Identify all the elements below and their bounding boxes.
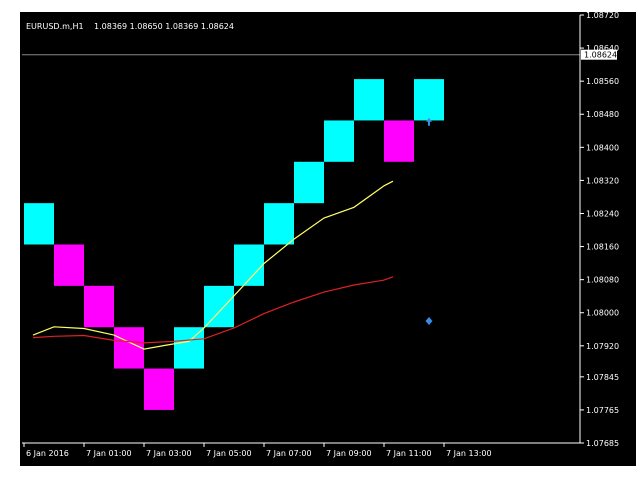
x-tick-label: 7 Jan 09:00 xyxy=(326,449,372,458)
y-tick-label: 1.08560 xyxy=(586,77,619,86)
x-tick-label: 7 Jan 03:00 xyxy=(146,449,192,458)
y-tick-label: 1.07845 xyxy=(586,373,619,382)
renko-brick-down[interactable] xyxy=(144,368,174,410)
y-tick-label: 1.08400 xyxy=(586,143,619,152)
buy-arrow-icon xyxy=(426,117,432,126)
axis-layer: 1.08720 1.08640 1.08560 1.08480 1.08400 1.083… xyxy=(22,11,619,458)
y-tick-label: 1.08480 xyxy=(586,110,619,119)
renko-brick-up[interactable] xyxy=(174,327,204,369)
renko-brick-up[interactable] xyxy=(264,203,294,245)
x-tick-label: 7 Jan 07:00 xyxy=(266,449,312,458)
x-tick-label: 6 Jan 2016 xyxy=(26,449,69,458)
bid-price-tag xyxy=(581,49,617,60)
y-tick-label: 1.08720 xyxy=(586,11,619,20)
moving-average-line-2 xyxy=(32,276,394,344)
y-tick-label: 1.08640 xyxy=(586,44,619,53)
x-tick-label: 7 Jan 11:00 xyxy=(386,449,432,458)
y-tick-label: 1.08000 xyxy=(586,309,619,318)
moving-average-line-1 xyxy=(32,180,394,350)
renko-brick-down[interactable] xyxy=(84,285,114,328)
y-tick-label: 1.08240 xyxy=(586,209,619,218)
chart-background xyxy=(20,12,636,466)
renko-brick-down[interactable] xyxy=(384,120,414,162)
x-tick-label: 7 Jan 13:00 xyxy=(446,449,492,458)
y-tick-label: 1.08160 xyxy=(586,243,619,252)
renko-brick-up[interactable] xyxy=(414,79,444,121)
renko-brick-up[interactable] xyxy=(294,161,324,204)
renko-brick-up[interactable] xyxy=(24,203,54,245)
y-tick-label: 1.07765 xyxy=(586,406,619,415)
ohlc-label: 1.08369 1.08650 1.08369 1.08624 xyxy=(94,22,234,31)
x-tick-label: 7 Jan 01:00 xyxy=(86,449,132,458)
renko-brick-down[interactable] xyxy=(54,244,84,286)
y-tick-label: 1.07685 xyxy=(586,439,619,448)
renko-brick-up[interactable] xyxy=(204,285,234,328)
symbol-label: EURUSD.m,H1 xyxy=(26,22,84,31)
x-tick-label: 7 Jan 05:00 xyxy=(206,449,252,458)
y-tick-label: 1.08080 xyxy=(586,276,619,285)
y-tick-label: 1.07920 xyxy=(586,342,619,351)
signal-diamond-icon xyxy=(425,317,433,326)
renko-brick-up[interactable] xyxy=(324,120,354,162)
renko-brick-up[interactable] xyxy=(354,79,384,121)
renko-brick-down[interactable] xyxy=(114,327,144,369)
bid-price-label: 1.08624 xyxy=(584,51,617,60)
y-tick-label: 1.08320 xyxy=(586,176,619,185)
plot-layer xyxy=(22,54,580,410)
